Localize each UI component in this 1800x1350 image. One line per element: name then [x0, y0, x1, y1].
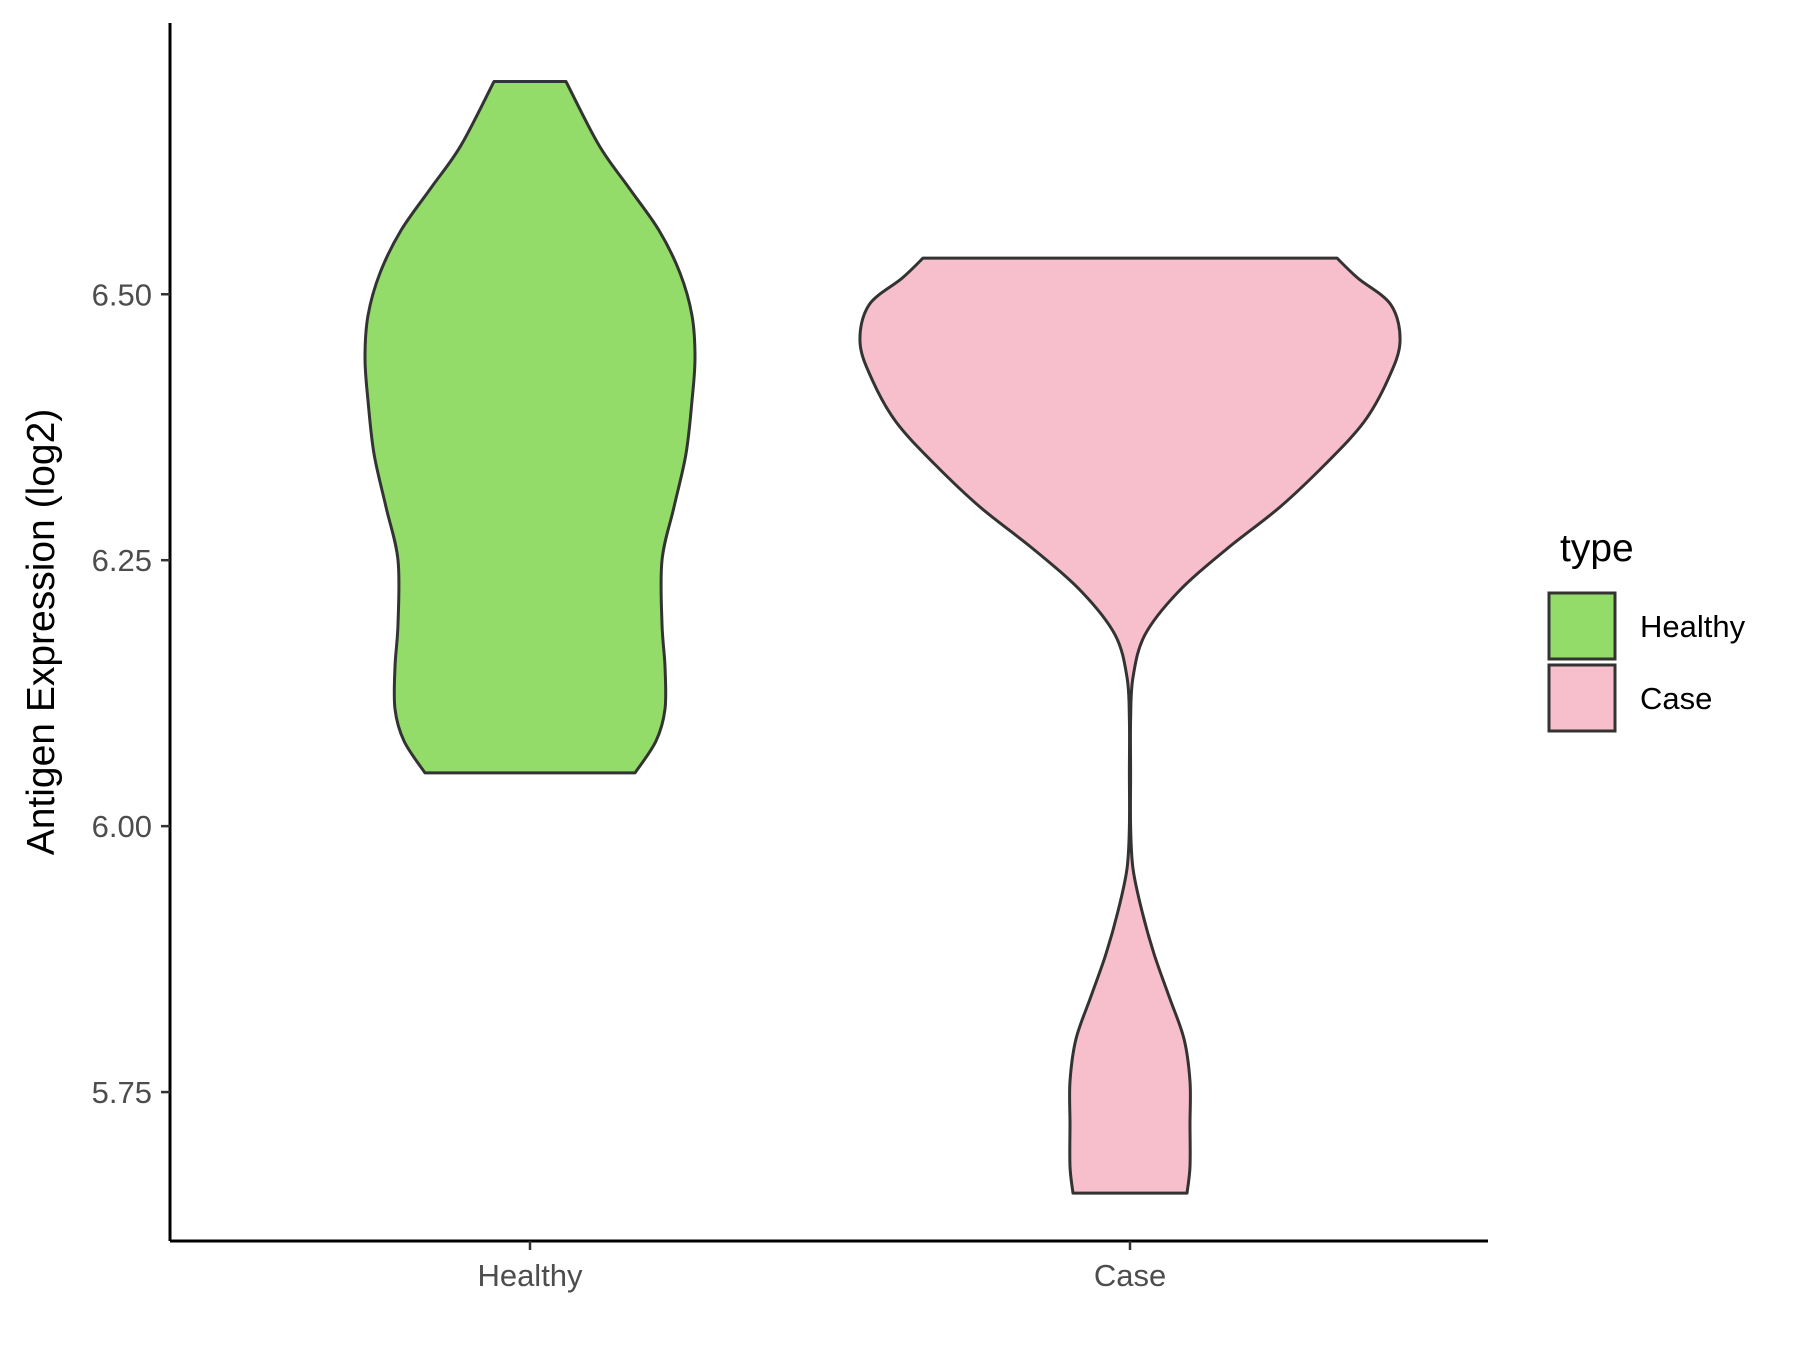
legend-swatch-healthy	[1547, 591, 1617, 661]
legend-label-healthy: Healthy	[1640, 609, 1746, 644]
x-axis-ticks: Healthy Case	[477, 1241, 1166, 1293]
y-tick-label: 5.75	[92, 1075, 152, 1110]
violin-healthy	[363, 80, 697, 775]
legend-title: type	[1560, 527, 1634, 570]
violin-case	[858, 256, 1402, 1195]
y-axis-ticks: 5.75 6.00 6.25 6.50	[92, 277, 170, 1110]
legend-label-case: Case	[1640, 681, 1712, 716]
legend: type Healthy Case	[1547, 527, 1746, 733]
y-tick-label: 6.50	[92, 277, 152, 312]
x-tick-label: Case	[1094, 1258, 1166, 1293]
legend-swatch-case	[1547, 663, 1617, 733]
y-tick-label: 6.00	[92, 809, 152, 844]
y-tick-label: 6.25	[92, 543, 152, 578]
y-axis-title: Antigen Expression (log2)	[20, 409, 63, 856]
x-tick-label: Healthy	[477, 1258, 583, 1293]
plot-area	[363, 80, 1402, 1195]
